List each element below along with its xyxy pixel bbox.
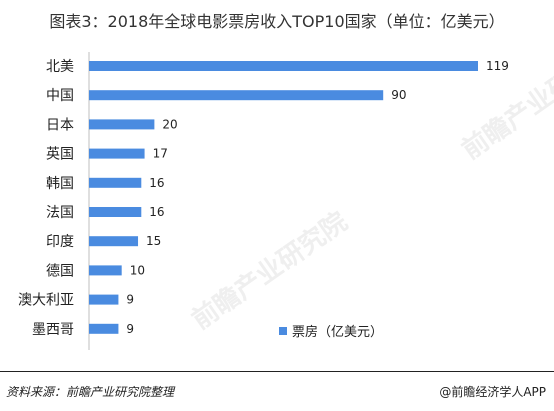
legend: 票房（亿美元） <box>279 324 383 340</box>
source-note: 资料来源：前瞻产业研究院整理 <box>6 385 175 399</box>
brand-credit: @前瞻经济学人APP <box>439 385 546 399</box>
value-label-9: 9 <box>126 322 134 336</box>
value-label-4: 16 <box>149 176 164 190</box>
chart-title: 图表3：2018年全球电影票房收入TOP10国家（单位：亿美元） <box>49 12 505 31</box>
bar-7 <box>89 265 122 276</box>
value-label-5: 16 <box>149 205 164 219</box>
footer: 资料来源：前瞻产业研究院整理 @前瞻经济学人APP <box>0 371 554 411</box>
value-labels: 119 90 20 17 16 16 15 10 9 9 <box>126 59 508 336</box>
bar-5 <box>89 207 142 217</box>
bar-0 <box>89 61 478 71</box>
bar-2 <box>89 119 155 130</box>
bar-8 <box>89 294 119 305</box>
watermark-1: 前瞻产业研究院 <box>456 36 554 166</box>
bar-1 <box>89 90 384 101</box>
bar-9 <box>89 323 119 334</box>
category-label-1: 中国 <box>46 88 74 104</box>
value-label-6: 15 <box>146 234 161 248</box>
category-label-9: 墨西哥 <box>32 322 74 338</box>
value-label-7: 10 <box>130 263 145 277</box>
bars-group <box>89 61 478 334</box>
value-label-1: 90 <box>391 88 406 102</box>
legend-label: 票房（亿美元） <box>292 324 383 340</box>
category-label-4: 韩国 <box>46 176 74 192</box>
bar-4 <box>89 177 142 188</box>
category-label-6: 印度 <box>46 234 74 250</box>
value-label-2: 20 <box>162 117 177 131</box>
value-label-3: 17 <box>153 147 168 161</box>
value-label-0: 119 <box>486 59 509 73</box>
category-label-8: 澳大利亚 <box>18 293 74 309</box>
legend-swatch <box>279 327 287 335</box>
watermark-0: 前瞻产业研究院 <box>186 206 353 336</box>
category-label-2: 日本 <box>46 117 74 133</box>
bar-3 <box>89 148 145 159</box>
value-label-8: 9 <box>126 293 134 307</box>
category-label-5: 法国 <box>46 205 74 221</box>
category-label-0: 北美 <box>46 59 74 75</box>
category-label-3: 英国 <box>46 146 74 163</box>
category-label-7: 德国 <box>46 263 74 279</box>
bar-6 <box>89 236 139 247</box>
